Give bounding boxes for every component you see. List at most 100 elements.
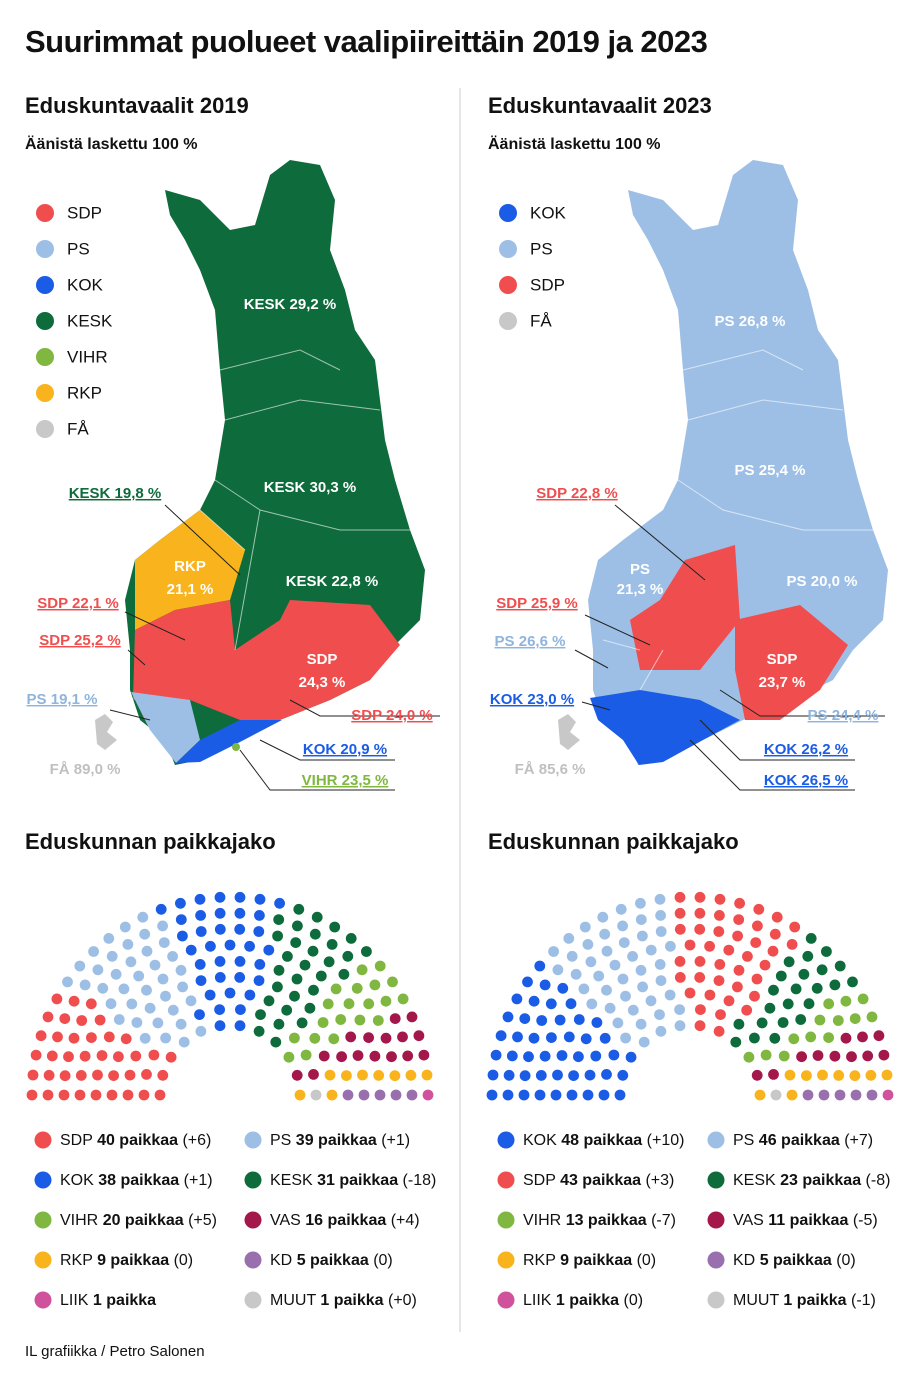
seat-dot — [356, 964, 368, 976]
seat-dot — [694, 923, 706, 935]
seat-dot — [627, 951, 638, 962]
seat-dot — [849, 1013, 861, 1024]
seat-dot — [152, 1017, 164, 1029]
seat-dot — [309, 928, 321, 940]
map: PS 26,8 % PS 25,4 % SDP 22,8 % PS 21,3 %… — [490, 160, 888, 791]
seat-dot — [244, 940, 256, 952]
seat-dot — [873, 1030, 885, 1042]
seat-dot — [694, 891, 706, 903]
seat-dot — [847, 976, 858, 988]
seat-dot — [330, 983, 342, 995]
credits: IL grafiikka / Petro Salonen — [25, 1343, 205, 1360]
seat-dot — [62, 976, 73, 988]
seat-dot — [185, 995, 197, 1007]
seat-legend-entry: VIHR 20 paikkaa (+5) — [60, 1212, 217, 1229]
seats-heading: Eduskunnan paikkajako — [488, 829, 739, 854]
seat-dot — [506, 1050, 518, 1062]
seat-dot — [732, 981, 743, 993]
seat-dot — [373, 1070, 385, 1081]
seat-dot — [713, 926, 725, 937]
seat-dot — [585, 956, 597, 968]
seat-change: (-8) — [866, 1172, 891, 1189]
seat-count: 5 paikkaa — [297, 1252, 369, 1269]
seat-dot — [130, 1050, 142, 1062]
seat-dot — [126, 998, 138, 1010]
seat-dot — [741, 1004, 753, 1016]
seat-dot — [59, 1070, 71, 1082]
seat-dot — [833, 1070, 845, 1081]
seat-dot — [294, 1089, 306, 1101]
seat-dot — [609, 959, 621, 971]
seat-dot — [777, 1017, 789, 1028]
seat-dot — [599, 928, 611, 940]
seat-count: 43 paikkaa — [560, 1172, 641, 1189]
seat-dot — [730, 1036, 742, 1048]
seat-dot — [273, 964, 285, 976]
seat-dot — [771, 911, 783, 923]
seat-dot — [158, 937, 170, 948]
seat-legend-entry: VAS 16 paikkaa (+4) — [270, 1212, 420, 1229]
seat-dot — [214, 891, 226, 903]
seat-dot — [160, 990, 171, 1002]
seat-dot — [586, 998, 598, 1010]
seat-dot — [74, 1089, 86, 1101]
seat-dot — [511, 993, 523, 1005]
seat-dot — [802, 950, 814, 962]
map-label: KOK 26,2 % — [764, 741, 848, 758]
party-name: LIIK — [60, 1292, 89, 1309]
seat-dot — [304, 1002, 316, 1014]
map-label: FÅ 89,0 % — [50, 761, 121, 778]
seat-dot — [195, 926, 207, 937]
seat-dot — [742, 951, 753, 962]
seat-change: (-18) — [403, 1172, 437, 1189]
seat-dot — [570, 968, 582, 980]
seat-dot — [865, 1069, 877, 1081]
seat-dot — [167, 1004, 179, 1016]
map-label: PS 25,4 % — [735, 462, 806, 479]
seat-dot — [106, 950, 118, 962]
seat-count: 38 paikkaa — [98, 1172, 179, 1189]
seat-dot — [617, 973, 629, 985]
seat-dot — [175, 964, 187, 976]
seat-dot — [518, 1089, 530, 1101]
seat-dot — [512, 1031, 523, 1043]
seat-dot — [590, 1050, 602, 1062]
seat-dot — [620, 1032, 631, 1044]
seat-dot — [380, 1032, 392, 1044]
region — [135, 510, 245, 630]
seat-change: (-5) — [853, 1212, 878, 1229]
seat-dot — [694, 1020, 706, 1032]
seat-dot — [618, 937, 630, 948]
seat-count: 20 paikkaa — [103, 1212, 184, 1229]
seat-dot — [141, 945, 153, 957]
seat-dot — [614, 1089, 626, 1101]
map-label: KESK 19,8 % — [69, 485, 162, 502]
seat-dot — [254, 910, 265, 921]
seat-dot — [674, 956, 686, 967]
seat-dot — [406, 1089, 418, 1101]
seat-dot — [784, 1069, 796, 1081]
seat-dot — [778, 1050, 790, 1062]
seat-dot — [565, 998, 577, 1010]
legend-swatch — [36, 312, 54, 330]
map-label: FÅ 85,6 % — [515, 761, 586, 778]
map-label: VIHR 23,5 % — [302, 772, 389, 789]
legend-label: PS — [530, 239, 553, 258]
seat-legend-swatch — [707, 1131, 725, 1149]
seat-dot — [97, 982, 109, 994]
seat-legend-entry: SDP 43 paikkaa (+3) — [523, 1172, 674, 1189]
seat-count: 11 paikkaa — [768, 1212, 848, 1229]
seat-dot — [751, 1069, 763, 1081]
seat-dot — [704, 989, 716, 1001]
seat-dot — [122, 1089, 134, 1101]
seat-dot — [149, 959, 161, 971]
seat-dot — [224, 939, 236, 951]
seat-legend-entry: MUUT 1 paikka (-1) — [733, 1292, 876, 1309]
seat-dot — [604, 1002, 616, 1014]
seat-dot — [369, 979, 381, 991]
seat-dot — [552, 964, 564, 976]
seat-dot — [568, 1070, 579, 1081]
seat-legend-swatch — [34, 1291, 52, 1309]
seat-dot — [556, 1050, 568, 1061]
seat-legend-swatch — [244, 1211, 262, 1229]
